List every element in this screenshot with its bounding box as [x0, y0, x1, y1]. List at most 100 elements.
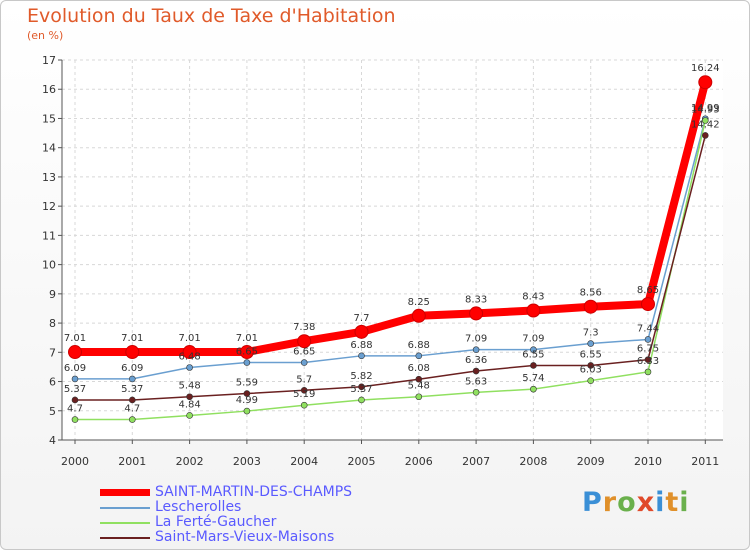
y-tick-label: 16 [42, 83, 56, 96]
data-label: 5.37 [350, 384, 372, 395]
data-label: 4.7 [67, 404, 83, 415]
legend-swatch [100, 489, 150, 496]
data-point [243, 407, 251, 415]
y-tick-label: 8 [49, 317, 56, 330]
data-label: 6.88 [408, 340, 430, 351]
x-tick-label: 2010 [634, 455, 662, 468]
logo-letter: P [582, 487, 603, 518]
data-label: 4.84 [178, 399, 200, 410]
x-tick-label: 2005 [348, 455, 376, 468]
data-label: 5.74 [522, 373, 544, 384]
data-point [243, 390, 251, 397]
data-point [71, 416, 79, 423]
data-label: 6.09 [121, 363, 143, 374]
data-label: 5.48 [408, 381, 430, 392]
data-point [358, 396, 365, 404]
data-point [243, 359, 251, 366]
logo-letter: x [636, 487, 656, 518]
data-label: 5.59 [236, 378, 258, 389]
data-point [469, 306, 484, 321]
data-point [701, 132, 709, 139]
data-label: 14.99 [691, 103, 720, 114]
chart-subtitle: (en %) [27, 29, 64, 42]
y-tick-label: 6 [49, 376, 56, 389]
x-tick-label: 2001 [118, 455, 146, 468]
x-tick-label: 2007 [462, 455, 490, 468]
data-point [415, 393, 423, 401]
data-point [71, 375, 79, 383]
data-point [300, 401, 308, 409]
legend-label: La Ferté-Gaucher [155, 514, 277, 530]
data-point [526, 303, 541, 318]
legend-swatch [100, 522, 150, 524]
data-label: 5.82 [350, 371, 372, 382]
data-label: 7.01 [178, 333, 200, 344]
data-point [186, 393, 193, 401]
y-tick-label: 4 [49, 434, 56, 447]
logo-letter: t [665, 487, 680, 518]
y-tick-label: 13 [42, 171, 56, 184]
y-tick-label: 17 [42, 54, 56, 67]
data-point [644, 336, 652, 343]
legend-swatch [100, 537, 150, 539]
logo-letter: r [602, 487, 618, 518]
data-point [530, 385, 537, 393]
x-tick-label: 2006 [405, 455, 433, 468]
data-point [644, 368, 652, 376]
data-label: 8.65 [637, 285, 659, 296]
data-point [182, 345, 197, 360]
data-point [472, 346, 480, 353]
data-label: 7.01 [121, 333, 143, 344]
data-point [129, 396, 136, 404]
data-point [587, 377, 595, 384]
legend-label: Lescherolles [155, 499, 242, 515]
series-line [75, 81, 710, 357]
data-label: 5.63 [465, 376, 487, 387]
x-tick-label: 2000 [61, 455, 89, 468]
data-label: 4.7 [124, 404, 140, 415]
data-label: 8.56 [580, 288, 602, 299]
data-label: 7.09 [522, 334, 544, 345]
data-label: 5.48 [178, 381, 200, 392]
data-label: 6.33 [637, 356, 659, 367]
data-label: 8.43 [522, 292, 544, 303]
y-tick-label: 5 [49, 405, 56, 418]
data-label: 6.08 [408, 363, 430, 374]
data-point [129, 416, 136, 423]
data-point [411, 308, 426, 323]
series-line [75, 135, 707, 401]
legend-swatch [100, 507, 150, 509]
series-line [75, 118, 707, 380]
y-tick-label: 9 [49, 288, 56, 301]
data-point [186, 364, 193, 371]
x-tick-label: 2009 [577, 455, 605, 468]
legend-label: SAINT-MARTIN-DES-CHAMPS [155, 484, 353, 500]
data-label: 5.19 [293, 389, 315, 400]
y-tick-label: 15 [42, 112, 56, 125]
data-label: 6.55 [580, 349, 602, 360]
x-tick-label: 2002 [176, 455, 204, 468]
data-label: 6.75 [637, 344, 659, 355]
data-label: 8.33 [465, 294, 487, 305]
data-label: 7.38 [293, 322, 315, 333]
x-tick-label: 2003 [233, 455, 261, 468]
data-label: 14.93 [691, 105, 720, 116]
chart-title: Evolution du Taux de Taxe d'Habitation [27, 5, 396, 27]
data-label: 6.88 [350, 340, 372, 351]
data-label: 7.01 [64, 333, 86, 344]
data-label: 6.09 [64, 363, 86, 374]
data-point [530, 346, 537, 353]
data-label: 5.37 [121, 384, 143, 395]
data-point [641, 297, 655, 312]
data-label: 7.44 [637, 323, 659, 334]
data-point [300, 359, 308, 366]
legend-label: Saint-Mars-Vieux-Maisons [155, 529, 335, 545]
data-point [701, 117, 709, 124]
logo-letter: i [655, 487, 666, 518]
data-point [472, 389, 480, 396]
data-point [186, 412, 193, 419]
data-label: 6.65 [293, 347, 315, 358]
x-tick-label: 2011 [691, 455, 719, 468]
data-label: 6.03 [580, 365, 602, 376]
